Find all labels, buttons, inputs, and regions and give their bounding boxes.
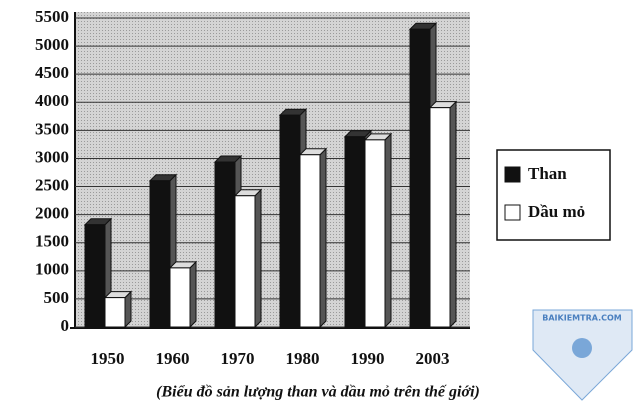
y-tick-label: 1500: [35, 232, 69, 251]
legend-swatch: [504, 204, 521, 221]
y-tick-label: 4000: [35, 91, 69, 110]
bar: [169, 267, 191, 328]
bar-side: [384, 132, 392, 329]
plot-background: [75, 12, 470, 327]
y-tick-label: 4500: [35, 63, 69, 82]
bar: [279, 114, 301, 328]
y-tick-label: 0: [61, 316, 70, 335]
watermark-icon: [572, 338, 592, 358]
bar: [84, 224, 106, 328]
bar: [344, 136, 366, 328]
y-tick-label: 2000: [35, 204, 69, 223]
bar: [234, 195, 256, 328]
y-tick-label: 1000: [35, 260, 69, 279]
bar: [429, 107, 451, 328]
bar-side: [449, 100, 457, 329]
x-tick-label: 1950: [91, 349, 125, 368]
y-tick-label: 3500: [35, 119, 69, 138]
y-tick-label: 2500: [35, 175, 69, 194]
legend-label: Dầu mỏ: [528, 202, 585, 221]
y-tick-label: 5000: [35, 35, 69, 54]
bar: [409, 28, 431, 328]
bar: [364, 139, 386, 328]
bar: [299, 154, 321, 328]
bar-side: [189, 260, 197, 329]
x-tick-label: 2003: [416, 349, 450, 368]
bar: [104, 297, 126, 328]
bar-side: [319, 147, 327, 329]
y-tick-label: 3000: [35, 147, 69, 166]
x-tick-label: 1970: [221, 349, 255, 368]
legend-swatch: [504, 166, 521, 183]
caption: (Biểu đồ sản lượng than và dầu mỏ trên t…: [156, 384, 480, 401]
bar-side: [254, 188, 262, 329]
x-tick-label: 1980: [286, 349, 320, 368]
x-tick-label: 1960: [156, 349, 190, 368]
y-tick-label: 500: [44, 288, 70, 307]
y-tick-label: 5500: [35, 7, 69, 26]
watermark: BAIKIEMTRA.COM: [542, 314, 622, 323]
legend-box: [496, 149, 611, 241]
bar: [214, 161, 236, 328]
x-tick-label: 1990: [351, 349, 385, 368]
bar: [149, 180, 171, 328]
legend-label: Than: [528, 164, 567, 183]
